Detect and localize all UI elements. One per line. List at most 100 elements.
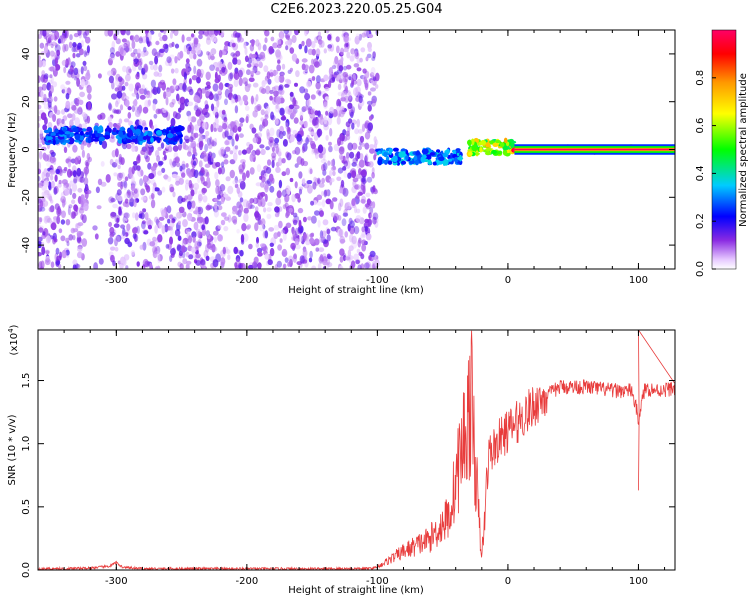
- heatmap-cell: [131, 40, 136, 49]
- heatmap-cell: [314, 238, 320, 246]
- heatmap-cell: [194, 187, 198, 195]
- heatmap-cell: [177, 235, 182, 241]
- heatmap-cell: [173, 30, 179, 36]
- heatmap-cell: [252, 65, 258, 74]
- heatmap-cell: [372, 216, 377, 225]
- heatmap-cell: [276, 190, 282, 199]
- heatmap-cell: [86, 84, 92, 94]
- heatmap-cell: [141, 67, 146, 75]
- heatmap-cell: [328, 145, 333, 153]
- heatmap-cell: [74, 98, 80, 107]
- heatmap-cell: [73, 76, 78, 81]
- heatmap-cell: [245, 170, 250, 179]
- heatmap-cell: [336, 45, 340, 54]
- heatmap-cell: [144, 260, 150, 268]
- carrier-segment-0-cell: [157, 137, 161, 143]
- heatmap-cell: [317, 219, 321, 228]
- heatmap-cell: [325, 134, 329, 141]
- heatmap-cell: [351, 142, 358, 150]
- heatmap-cell: [195, 46, 202, 55]
- heatmap-cell: [132, 99, 138, 106]
- heatmap-cell: [129, 198, 135, 207]
- heatmap-cell: [81, 149, 85, 158]
- heatmap-cell: [81, 214, 87, 224]
- heatmap-cell: [310, 232, 315, 237]
- heatmap-cell: [38, 104, 42, 110]
- heatmap-cell: [147, 149, 153, 154]
- heatmap-cell: [187, 200, 193, 205]
- heatmap-cell: [83, 65, 88, 72]
- heatmap-cell: [242, 77, 248, 85]
- heatmap-cell: [325, 30, 330, 34]
- heatmap-cell: [299, 110, 304, 119]
- heatmap-cell: [229, 72, 234, 80]
- heatmap-cell: [107, 237, 114, 245]
- heatmap-cell: [264, 253, 270, 260]
- heatmap-cell: [49, 85, 54, 94]
- heatmap-cell: [275, 104, 279, 109]
- heatmap-cell: [136, 165, 141, 171]
- heatmap-cell: [251, 127, 257, 134]
- heatmap-cell: [362, 175, 367, 185]
- heatmap-cell: [217, 234, 224, 242]
- carrier-segment-0-cell: [50, 132, 56, 136]
- heatmap-cell: [260, 191, 266, 197]
- colorbar-tick-label: 0.4: [695, 165, 706, 181]
- heatmap-cell: [120, 30, 126, 35]
- heatmap-cell: [149, 241, 156, 247]
- heatmap-cell: [342, 187, 349, 197]
- heatmap-cell: [346, 64, 352, 70]
- heatmap-cell: [284, 83, 290, 88]
- heatmap-cell: [338, 153, 343, 160]
- carrier-segment-0-cell: [58, 130, 65, 135]
- heatmap-cell: [235, 210, 240, 215]
- heatmap-cell: [275, 166, 281, 173]
- heatmap-cell: [355, 208, 361, 214]
- heatmap-cell: [337, 215, 342, 221]
- heatmap-cell: [234, 145, 239, 150]
- heatmap-cell: [306, 180, 313, 185]
- heatmap-cell: [219, 184, 226, 192]
- heatmap-cell: [50, 43, 54, 49]
- heatmap-cell: [72, 52, 76, 59]
- heatmap-cell: [322, 152, 326, 161]
- heatmap-cell: [238, 133, 244, 138]
- heatmap-cell: [200, 167, 205, 174]
- heatmap-cell: [305, 240, 311, 246]
- heatmap-cell: [284, 193, 290, 203]
- heatmap-cell: [224, 130, 229, 138]
- heatmap-cell: [166, 56, 172, 64]
- heatmap-cell: [152, 103, 156, 111]
- heatmap-cell: [340, 56, 344, 63]
- heatmap-cell: [201, 122, 208, 130]
- heatmap-cell: [244, 47, 248, 56]
- heatmap-cell: [178, 177, 184, 185]
- heatmap-cell: [97, 178, 103, 186]
- carrier-band-layer: [514, 148, 675, 151]
- heatmap-cell: [215, 161, 221, 168]
- heatmap-cell: [375, 84, 379, 89]
- heatmap-cell: [214, 202, 218, 210]
- heatmap-cell: [187, 235, 193, 244]
- heatmap-cell: [188, 78, 192, 85]
- heatmap-cell: [316, 128, 323, 137]
- heatmap-cell: [340, 109, 346, 115]
- spectrogram-x-tick-label: -300: [105, 275, 128, 286]
- heatmap-cell: [155, 40, 160, 46]
- heatmap-cell: [329, 106, 335, 114]
- heatmap-cell: [224, 140, 230, 146]
- heatmap-cell: [186, 36, 192, 42]
- heatmap-cell: [355, 86, 361, 94]
- heatmap-cell: [115, 109, 122, 115]
- heatmap-cell: [43, 215, 49, 224]
- heatmap-cell: [282, 115, 286, 120]
- heatmap-cell: [298, 171, 303, 179]
- heatmap-cell: [199, 113, 205, 121]
- heatmap-cell: [281, 171, 287, 177]
- heatmap-cell: [365, 203, 371, 210]
- carrier-segment-0-cell: [74, 134, 81, 140]
- heatmap-cell: [86, 142, 92, 148]
- heatmap-cell: [285, 45, 289, 51]
- heatmap-cell: [38, 252, 42, 257]
- heatmap-cell: [211, 243, 216, 253]
